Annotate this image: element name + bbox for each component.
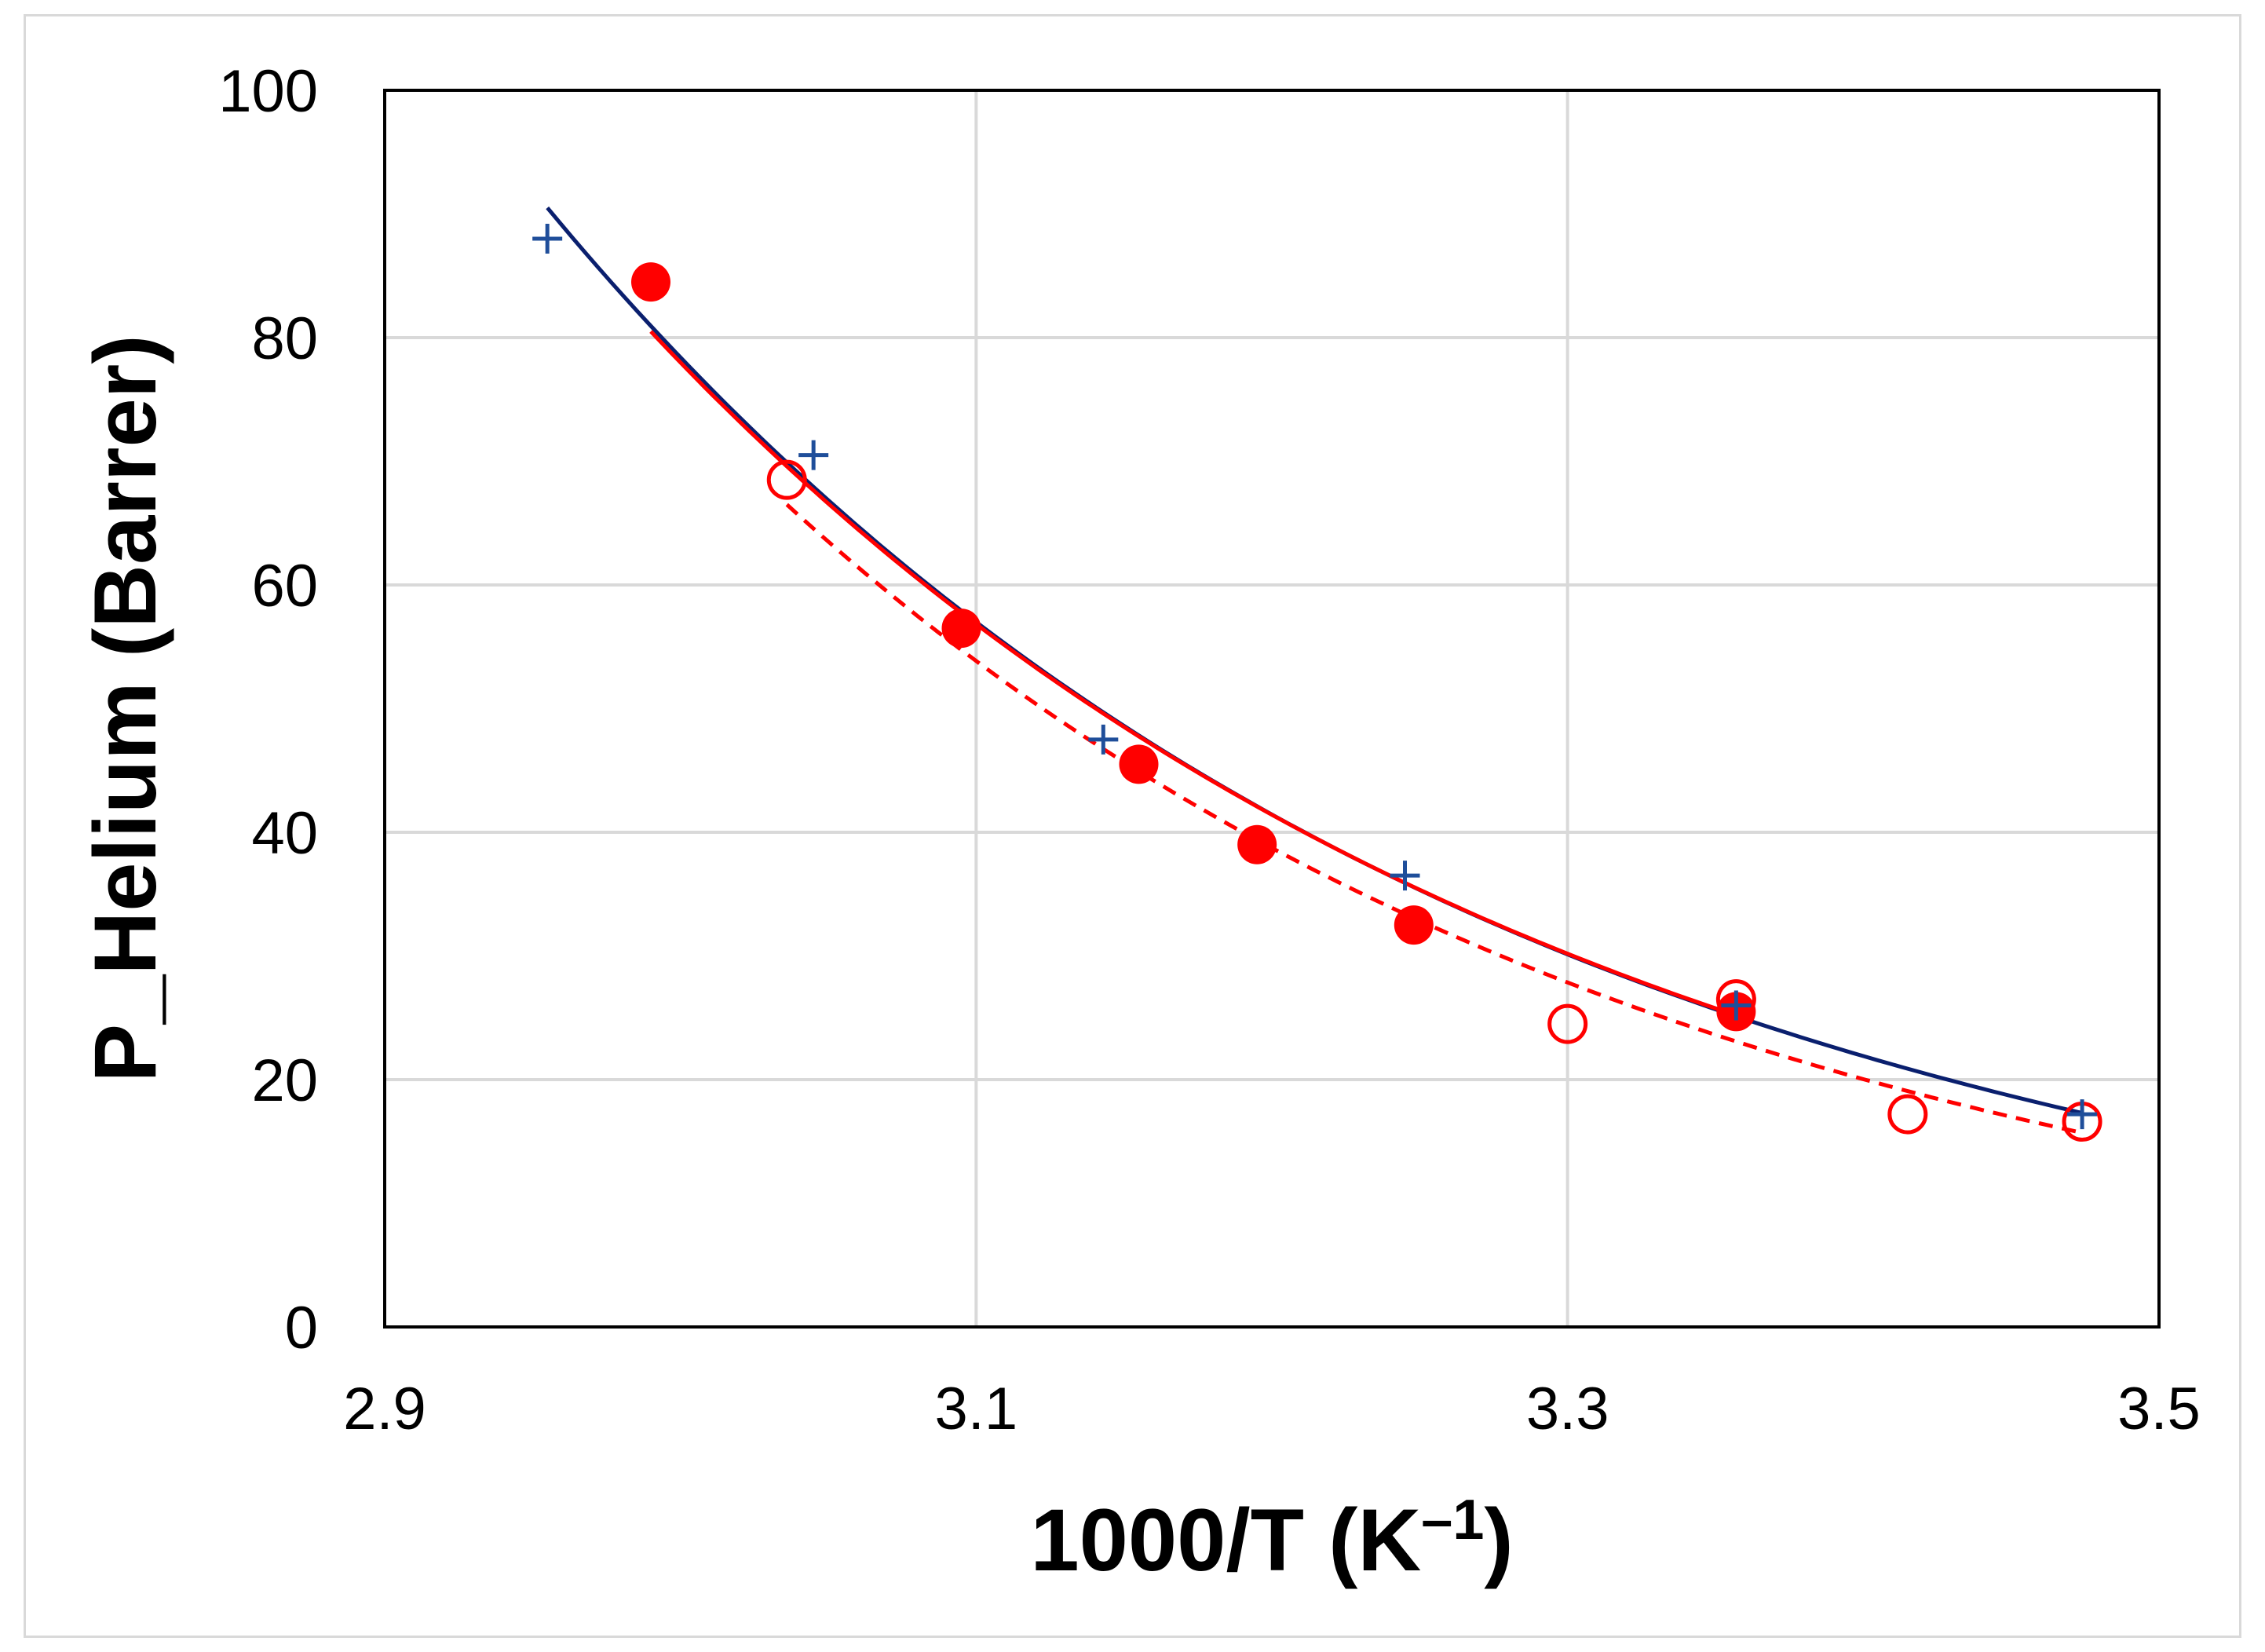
x-tick-label: 2.9 xyxy=(343,1376,426,1442)
x-tick-label: 3.3 xyxy=(1526,1376,1609,1442)
y-tick-label: 60 xyxy=(251,553,318,620)
y-tick-label: 100 xyxy=(218,58,318,125)
plus-point xyxy=(1721,990,1752,1021)
filled-circle-point xyxy=(941,609,981,649)
filled-circle-point xyxy=(1119,744,1159,784)
gridlines xyxy=(385,90,2159,1327)
plus-point xyxy=(798,440,829,470)
plot-area-border xyxy=(383,89,2161,1329)
x-tick-label: 3.5 xyxy=(2117,1376,2201,1442)
plus-point xyxy=(1390,861,1420,891)
data-markers xyxy=(532,224,2102,1142)
fit-curves xyxy=(546,206,2083,1135)
y-axis-title: P_Helium (Barrer) xyxy=(76,334,174,1082)
filled-circle-point xyxy=(1237,824,1277,864)
red-fit xyxy=(649,330,1737,1018)
plus-point xyxy=(532,224,563,254)
plus-point xyxy=(1088,724,1119,755)
filled-circle-point xyxy=(1394,905,1434,945)
y-tick-label: 80 xyxy=(251,305,318,372)
open-circle-point xyxy=(766,459,807,500)
x-axis-title: 1000/T (K–1) xyxy=(1030,1489,1513,1589)
x-axis-title-close: ) xyxy=(1484,1491,1513,1589)
open-circle-point xyxy=(1887,1094,1928,1135)
x-axis-title-main: 1000/T (K xyxy=(1030,1491,1421,1589)
red-dashed-fit xyxy=(785,503,2083,1135)
y-tick-label: 40 xyxy=(251,800,318,867)
y-tick-labels: 0 20 40 60 80 100 xyxy=(218,58,318,1361)
x-axis-title-superscript: –1 xyxy=(1421,1489,1484,1551)
y-tick-label: 20 xyxy=(251,1047,318,1114)
chart-frame xyxy=(24,14,2241,1638)
open-circle-point xyxy=(1547,1003,1588,1044)
filled-circle-point xyxy=(631,262,670,302)
x-tick-labels: 2.9 3.1 3.3 3.5 xyxy=(343,1376,2201,1442)
y-tick-label: 0 xyxy=(285,1295,318,1361)
x-tick-label: 3.1 xyxy=(935,1376,1018,1442)
plus-point xyxy=(2067,1099,2098,1130)
navy-fit xyxy=(546,206,2083,1115)
